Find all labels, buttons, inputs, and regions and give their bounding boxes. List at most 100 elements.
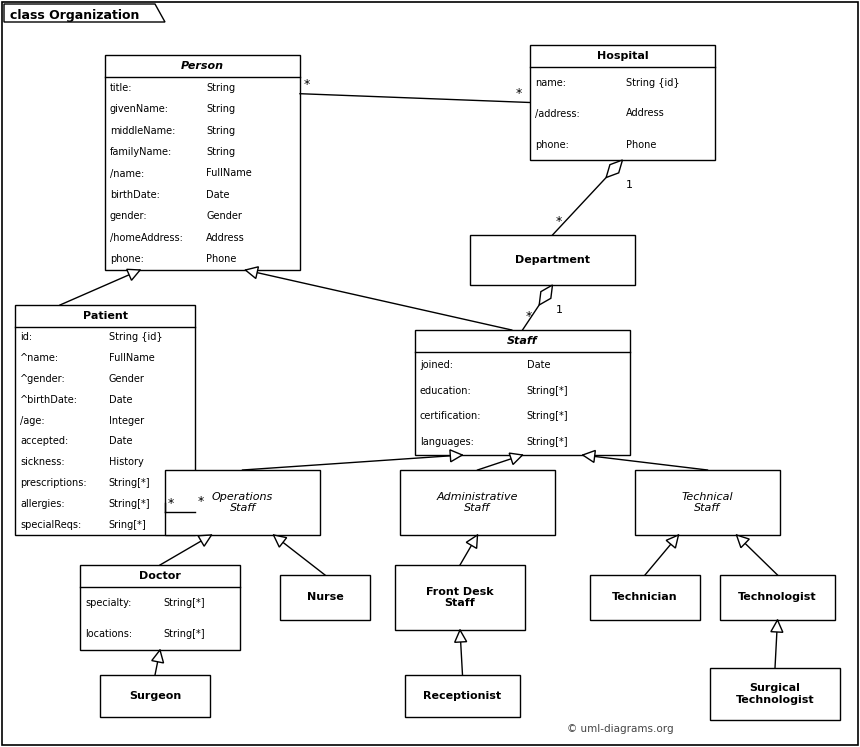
- Text: locations:: locations:: [85, 629, 132, 639]
- Text: /age:: /age:: [20, 415, 45, 426]
- Bar: [470, 235, 635, 285]
- Text: Date: Date: [108, 395, 132, 405]
- Polygon shape: [736, 535, 749, 548]
- Text: phone:: phone:: [535, 140, 568, 149]
- Text: Receptionist: Receptionist: [423, 691, 501, 701]
- Text: *: *: [516, 87, 522, 99]
- Text: Date: Date: [527, 360, 550, 370]
- Text: History: History: [108, 457, 144, 467]
- Polygon shape: [606, 160, 623, 178]
- Text: *: *: [525, 310, 531, 323]
- Text: String[*]: String[*]: [527, 437, 568, 447]
- Bar: [590, 575, 700, 620]
- Polygon shape: [4, 4, 165, 22]
- Text: familyName:: familyName:: [110, 147, 172, 157]
- Text: Integer: Integer: [108, 415, 144, 426]
- Text: /homeAddress:: /homeAddress:: [110, 233, 183, 243]
- Text: String {id}: String {id}: [626, 78, 679, 87]
- Text: id:: id:: [20, 332, 32, 342]
- Text: Hospital: Hospital: [597, 51, 648, 61]
- Text: Address: Address: [626, 108, 665, 119]
- Text: Surgical
Technologist: Surgical Technologist: [735, 684, 814, 705]
- Text: education:: education:: [420, 385, 472, 396]
- Text: String: String: [206, 147, 236, 157]
- Text: Gender: Gender: [108, 374, 144, 384]
- Text: Administrative
Staff: Administrative Staff: [437, 492, 519, 513]
- Polygon shape: [273, 535, 286, 547]
- Text: String[*]: String[*]: [108, 499, 150, 509]
- Text: Front Desk
Staff: Front Desk Staff: [427, 586, 494, 608]
- Text: String[*]: String[*]: [108, 478, 150, 488]
- Polygon shape: [466, 535, 477, 548]
- Bar: [720, 575, 835, 620]
- Text: Technical
Staff: Technical Staff: [682, 492, 734, 513]
- Text: ^gender:: ^gender:: [20, 374, 65, 384]
- Text: FullName: FullName: [108, 353, 154, 363]
- Text: givenName:: givenName:: [110, 104, 169, 114]
- Polygon shape: [151, 650, 163, 663]
- Text: allergies:: allergies:: [20, 499, 64, 509]
- Text: Technician: Technician: [612, 592, 678, 603]
- Bar: [710, 668, 840, 720]
- Text: joined:: joined:: [420, 360, 453, 370]
- Text: Surgeon: Surgeon: [129, 691, 181, 701]
- Polygon shape: [509, 453, 523, 465]
- Polygon shape: [126, 270, 140, 280]
- Text: String[*]: String[*]: [527, 412, 568, 421]
- Polygon shape: [539, 285, 552, 305]
- Text: Department: Department: [515, 255, 590, 265]
- Text: Staff: Staff: [507, 336, 538, 346]
- Text: String: String: [206, 125, 236, 136]
- Text: *: *: [556, 215, 562, 228]
- Text: phone:: phone:: [110, 254, 144, 264]
- Text: Operations
Staff: Operations Staff: [212, 492, 273, 513]
- Text: 1: 1: [625, 180, 632, 190]
- Text: /address:: /address:: [535, 108, 580, 119]
- Text: *: *: [168, 497, 175, 509]
- Text: 1: 1: [556, 305, 562, 315]
- Text: Sring[*]: Sring[*]: [108, 520, 146, 530]
- Text: class Organization: class Organization: [10, 8, 139, 22]
- Text: Patient: Patient: [83, 311, 127, 321]
- Polygon shape: [245, 267, 258, 279]
- Bar: [80, 565, 240, 650]
- Text: /name:: /name:: [110, 169, 144, 179]
- Polygon shape: [583, 450, 595, 462]
- Bar: [165, 470, 320, 535]
- Text: Nurse: Nurse: [307, 592, 343, 603]
- Bar: [415, 330, 630, 455]
- Text: String: String: [206, 104, 236, 114]
- Text: Date: Date: [108, 436, 132, 447]
- Text: *: *: [198, 495, 205, 508]
- Text: title:: title:: [110, 83, 132, 93]
- Text: Phone: Phone: [626, 140, 656, 149]
- Bar: [530, 45, 715, 160]
- Text: Doctor: Doctor: [139, 571, 181, 581]
- Text: accepted:: accepted:: [20, 436, 68, 447]
- Text: *: *: [304, 78, 310, 90]
- Text: String[*]: String[*]: [163, 629, 205, 639]
- Bar: [395, 565, 525, 630]
- Polygon shape: [771, 620, 783, 632]
- Text: String[*]: String[*]: [163, 598, 205, 608]
- Text: String[*]: String[*]: [527, 385, 568, 396]
- Bar: [105, 55, 300, 270]
- Text: gender:: gender:: [110, 211, 148, 221]
- Polygon shape: [455, 630, 467, 642]
- Bar: [100, 675, 210, 717]
- Polygon shape: [198, 535, 212, 546]
- Text: FullName: FullName: [206, 169, 252, 179]
- Text: sickness:: sickness:: [20, 457, 64, 467]
- Text: languages:: languages:: [420, 437, 474, 447]
- Text: middleName:: middleName:: [110, 125, 175, 136]
- Text: Gender: Gender: [206, 211, 243, 221]
- Bar: [280, 575, 370, 620]
- Text: Date: Date: [206, 190, 230, 200]
- Text: ^name:: ^name:: [20, 353, 59, 363]
- Text: Technologist: Technologist: [738, 592, 817, 603]
- Text: birthDate:: birthDate:: [110, 190, 160, 200]
- Text: ^birthDate:: ^birthDate:: [20, 395, 78, 405]
- Text: © uml-diagrams.org: © uml-diagrams.org: [567, 724, 673, 734]
- Text: specialReqs:: specialReqs:: [20, 520, 81, 530]
- Text: name:: name:: [535, 78, 566, 87]
